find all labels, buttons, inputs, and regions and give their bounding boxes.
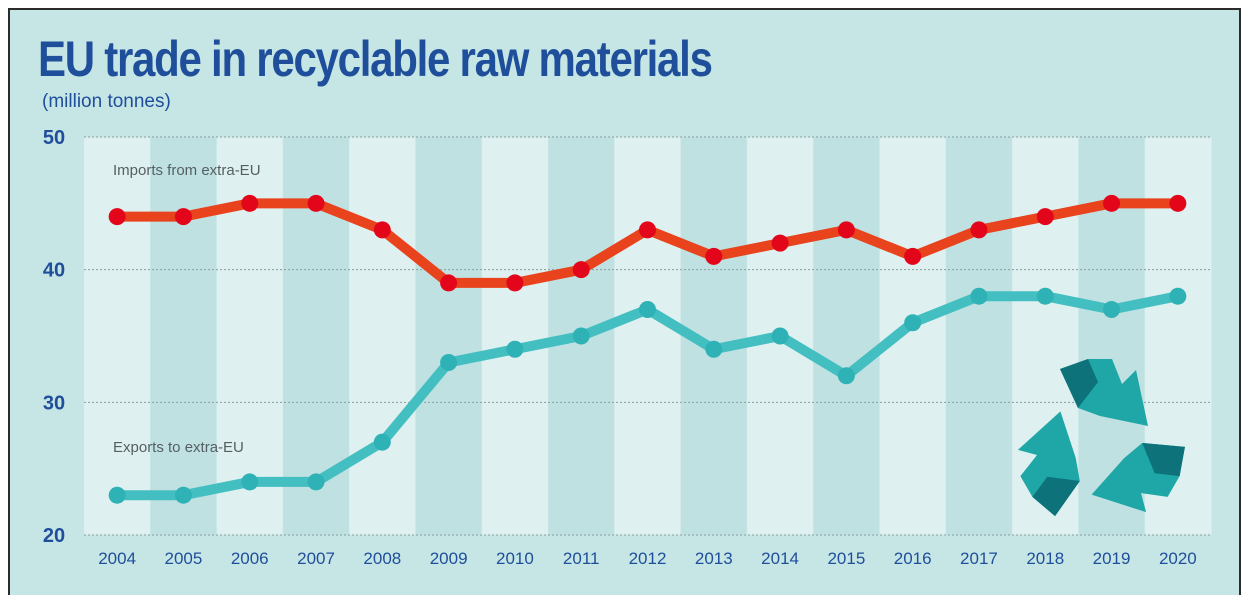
line-chart: 20 30 40 50 2004 2005 2006 2007 2008 2009 2010 201… bbox=[43, 127, 1212, 568]
x-tick-label: 2014 bbox=[761, 549, 799, 568]
x-tick-label: 2020 bbox=[1159, 549, 1197, 568]
series-labels: Imports from extra-EU Exports to extra-EU bbox=[113, 162, 261, 456]
data-point bbox=[837, 221, 855, 239]
data-point bbox=[440, 274, 458, 292]
recycle-icon bbox=[1002, 359, 1194, 529]
column-band bbox=[150, 137, 218, 535]
data-point bbox=[307, 194, 325, 212]
series-imports bbox=[108, 194, 1187, 292]
data-point bbox=[705, 247, 723, 265]
y-tick-label: 40 bbox=[43, 260, 65, 282]
x-tick-label: 2010 bbox=[496, 549, 534, 568]
recycle-arrow-shade bbox=[1060, 359, 1098, 408]
data-point bbox=[639, 300, 656, 318]
data-point bbox=[1103, 194, 1121, 212]
data-point bbox=[837, 367, 855, 385]
data-point bbox=[174, 486, 192, 504]
x-tick-label: 2016 bbox=[894, 549, 932, 568]
series-label: Imports from extra-EU bbox=[113, 162, 261, 179]
column-band bbox=[84, 137, 151, 535]
x-tick-label: 2005 bbox=[165, 549, 203, 568]
data-point bbox=[241, 473, 259, 491]
recycle-arrow bbox=[1060, 359, 1148, 426]
column-band bbox=[614, 137, 682, 535]
y-axis: 20 30 40 50 bbox=[43, 127, 65, 547]
column-band bbox=[945, 137, 1013, 535]
series-lines bbox=[108, 194, 1187, 504]
data-point bbox=[174, 208, 192, 226]
data-point bbox=[1103, 300, 1121, 318]
data-point bbox=[970, 287, 988, 305]
x-tick-label: 2006 bbox=[231, 549, 269, 568]
x-tick-label: 2007 bbox=[297, 549, 335, 568]
data-point bbox=[307, 473, 325, 491]
x-tick-label: 2019 bbox=[1093, 549, 1131, 568]
column-band bbox=[481, 137, 549, 535]
x-tick-label: 2008 bbox=[363, 549, 401, 568]
column-band bbox=[813, 137, 881, 535]
data-point bbox=[771, 327, 789, 345]
data-point bbox=[1169, 194, 1187, 212]
data-point bbox=[572, 261, 590, 279]
data-point bbox=[771, 234, 789, 252]
x-tick-label: 2018 bbox=[1026, 549, 1064, 568]
y-tick-label: 20 bbox=[43, 525, 65, 547]
x-tick-label: 2004 bbox=[98, 549, 136, 568]
series-exports bbox=[108, 287, 1187, 504]
y-tick-label: 50 bbox=[43, 127, 65, 149]
chart-frame: EU trade in recyclable raw materials (mi… bbox=[8, 8, 1241, 595]
column-band bbox=[349, 137, 416, 535]
x-tick-label: 2015 bbox=[827, 549, 865, 568]
chart-title: EU trade in recyclable raw materials bbox=[38, 31, 713, 87]
x-tick-label: 2011 bbox=[563, 549, 600, 568]
data-point bbox=[506, 340, 524, 358]
data-point bbox=[705, 340, 723, 358]
data-point bbox=[108, 486, 126, 504]
data-point bbox=[241, 194, 259, 212]
data-point bbox=[506, 274, 524, 292]
chart-subtitle: (million tonnes) bbox=[42, 91, 171, 112]
series-label: Exports to extra-EU bbox=[113, 439, 244, 456]
x-tick-label: 2012 bbox=[629, 549, 667, 568]
data-point bbox=[1036, 287, 1054, 305]
data-point bbox=[639, 221, 656, 239]
y-tick-label: 30 bbox=[43, 392, 65, 414]
column-band bbox=[415, 137, 483, 535]
x-tick-label: 2009 bbox=[430, 549, 468, 568]
data-point bbox=[904, 314, 922, 332]
x-axis: 2004 2005 2006 2007 2008 2009 2010 2011 2012 2013… bbox=[98, 549, 1197, 568]
x-tick-label: 2017 bbox=[960, 549, 998, 568]
data-point bbox=[572, 327, 590, 345]
data-point bbox=[440, 354, 458, 372]
data-point bbox=[108, 208, 126, 226]
data-point bbox=[1036, 208, 1054, 226]
data-point bbox=[904, 247, 922, 265]
data-point bbox=[1169, 287, 1187, 305]
x-tick-label: 2013 bbox=[695, 549, 733, 568]
data-point bbox=[373, 221, 391, 239]
data-point bbox=[373, 433, 391, 451]
data-point bbox=[970, 221, 988, 239]
